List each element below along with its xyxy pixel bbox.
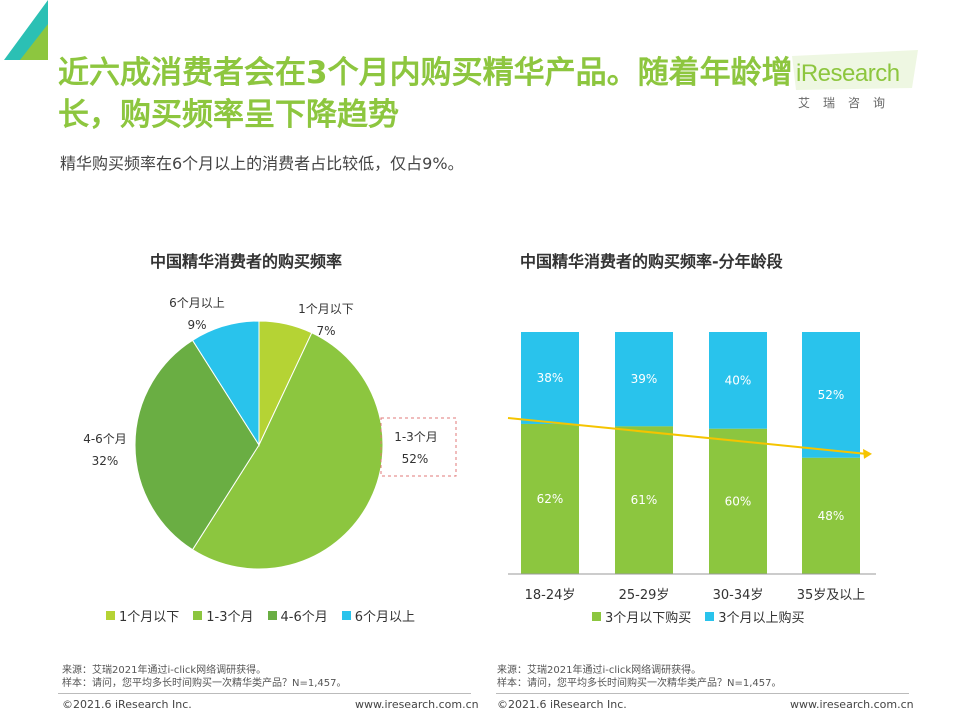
- logo-shape: [792, 50, 918, 90]
- pie-slice: [191, 320, 260, 447]
- bar-data-label: 61%: [631, 493, 658, 507]
- pie-slice: [134, 339, 260, 551]
- highlight-box: [380, 417, 457, 477]
- x-tick-label: 30-34岁: [713, 588, 764, 603]
- legend-swatch: [705, 612, 715, 621]
- bar-data-label: 52%: [818, 388, 845, 402]
- legend-swatch: [193, 611, 203, 620]
- logo-subtext: 艾瑞咨询: [798, 96, 899, 110]
- x-tick-label: 25-29岁: [619, 588, 670, 603]
- corner-decoration: [4, 0, 48, 60]
- legend-label: 1-3个月: [206, 610, 254, 625]
- stacked-bar-chart: 38% 62% 18-24岁 39% 61% 25-29岁 40% 60% 30-34岁 52% 4…: [507, 332, 876, 603]
- pie-slice-label: 1个月以下: [298, 302, 354, 316]
- pie-slice-value: 7%: [316, 324, 335, 338]
- legend-label: 6个月以上: [354, 610, 416, 625]
- source-note-left: 来源：艾瑞2021年通过i-click网络调研获得。 样本：请问，您平均多长时间…: [62, 664, 347, 690]
- legend-label: 3个月以上购买: [718, 611, 805, 626]
- pie-chart-title: 中国精华消费者的购买频率: [150, 252, 343, 271]
- source-line: 来源：艾瑞2021年通过i-click网络调研获得。: [497, 665, 702, 676]
- bar-segment-lower: [521, 423, 579, 574]
- pie-slice-value: 32%: [92, 454, 119, 468]
- footer-divider-right: [496, 693, 909, 694]
- page-subtitle: 精华购买频率在6个月以上的消费者占比较低，仅占9%。: [60, 154, 464, 173]
- pie-slice-label: 4-6个月: [83, 432, 127, 446]
- legend-label: 1个月以下: [119, 610, 180, 625]
- page-title: 近六成消费者会在3个月内购买精华产品。随着年龄增长，购买频率呈下降趋势: [58, 55, 793, 133]
- copyright-left: ©2021.6 iResearch Inc.: [62, 698, 192, 711]
- bar-segment-lower: [802, 457, 860, 574]
- legend-label: 3个月以下购买: [605, 611, 692, 626]
- pie-chart: 1个月以下 7% 1-3个月 52% 4-6个月 32% 6个月以上 9%: [83, 296, 438, 570]
- bar-legend: 3个月以下购买 3个月以上购买: [592, 607, 819, 626]
- legend-item: 4-6个月: [267, 606, 328, 625]
- bar-data-label: 48%: [818, 509, 845, 523]
- trend-line: [507, 416, 867, 455]
- bar-data-label: 38%: [537, 371, 564, 385]
- page-number: 11: [929, 696, 946, 711]
- bar-chart-title: 中国精华消费者的购买频率-分年龄段: [520, 252, 783, 271]
- legend-item: 3个月以下购买: [592, 607, 691, 626]
- bar-segment-upper: [615, 332, 673, 427]
- legend-item: 1个月以下: [106, 606, 179, 625]
- legend-swatch: [106, 611, 115, 620]
- legend-item: 1-3个月: [193, 606, 254, 625]
- bar-segment-upper: [709, 332, 767, 429]
- trend-arrowhead: [863, 448, 872, 459]
- legend-swatch: [592, 612, 601, 621]
- source-line: 来源：艾瑞2021年通过i-click网络调研获得。: [62, 665, 267, 676]
- url-right[interactable]: www.iresearch.com.cn: [790, 698, 914, 711]
- bar-data-label: 40%: [725, 373, 752, 387]
- bar-data-label: 39%: [631, 372, 658, 386]
- pie-slice-value: 9%: [187, 318, 206, 332]
- bar-segment-upper: [802, 332, 860, 458]
- copyright-right: ©2021.6 iResearch Inc.: [497, 698, 627, 711]
- pie-slice-label: 1-3个月: [394, 430, 438, 444]
- sample-line: 样本：请问，您平均多长时间购买一次精华类产品？N=1,457。: [62, 678, 347, 689]
- bar-data-label: 60%: [725, 494, 752, 508]
- x-tick-label: 35岁及以上: [797, 588, 866, 603]
- logo-word: iResearch: [796, 60, 900, 87]
- sample-line: 样本：请问，您平均多长时间购买一次精华类产品？N=1,457。: [497, 678, 782, 689]
- legend-label: 4-6个月: [280, 610, 328, 625]
- x-tick-label: 18-24岁: [525, 588, 576, 603]
- pie-legend: 1个月以下 1-3个月 4-6个月 6个月以上: [106, 606, 429, 625]
- bar-segment-lower: [615, 426, 673, 574]
- pie-slice: [191, 332, 384, 570]
- iresearch-logo: iResearch 艾瑞咨询: [790, 48, 920, 118]
- bar-data-label: 62%: [537, 492, 564, 506]
- legend-item: 3个月以上购买: [705, 607, 805, 626]
- bar-segment-lower: [709, 428, 767, 574]
- legend-swatch: [267, 611, 277, 620]
- footer-divider-left: [58, 693, 471, 694]
- bar-segment-upper: [521, 332, 579, 424]
- url-left[interactable]: www.iresearch.com.cn: [355, 698, 479, 711]
- pie-slice-label: 6个月以上: [169, 296, 225, 310]
- source-note-right: 来源：艾瑞2021年通过i-click网络调研获得。 样本：请问，您平均多长时间…: [497, 664, 782, 690]
- legend-swatch: [341, 611, 351, 620]
- legend-item: 6个月以上: [341, 606, 416, 625]
- pie-slice-value: 52%: [402, 452, 429, 466]
